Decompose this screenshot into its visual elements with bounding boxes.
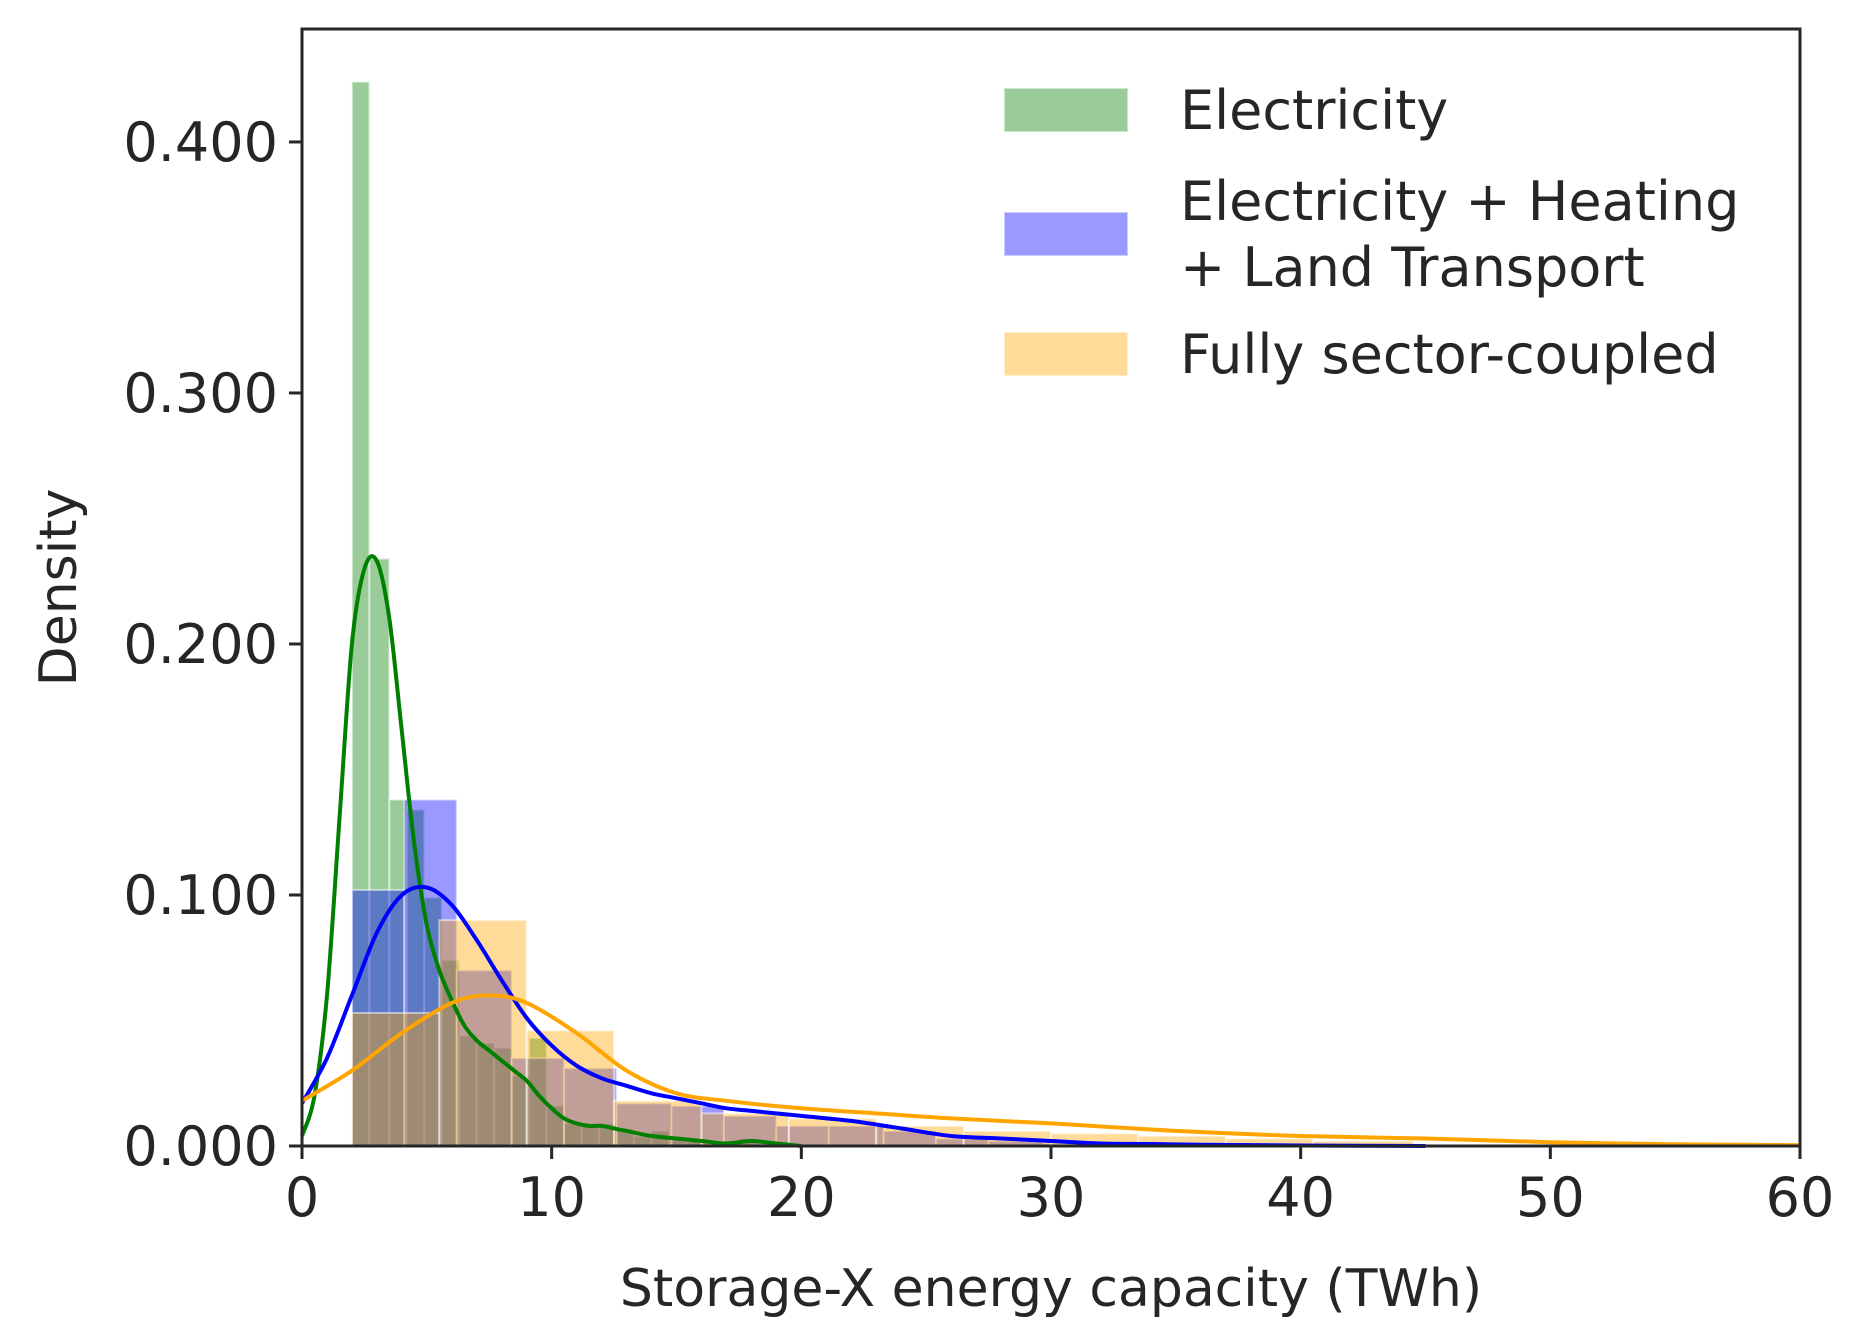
y-tick-label: 0.100 (123, 864, 278, 927)
x-tick-label: 10 (517, 1166, 586, 1229)
x-tick-label: 50 (1516, 1166, 1585, 1229)
x-tick-label: 20 (767, 1166, 836, 1229)
y-tick-label: 0.300 (123, 362, 278, 425)
x-tick-label: 0 (285, 1166, 319, 1229)
bar-2-2 (403, 798, 458, 1147)
legend-label-3: Fully sector-coupled (1180, 323, 1719, 386)
x-tick-label: 60 (1766, 1166, 1835, 1229)
kde-curves (300, 554, 1801, 1148)
y-tick-label: 0.000 (123, 1115, 278, 1178)
legend-swatch-1 (1003, 87, 1129, 133)
legend-swatch-2 (1003, 211, 1129, 257)
x-tick-label: 40 (1266, 1166, 1335, 1229)
y-tick-label: 0.200 (123, 613, 278, 676)
kde-line-3 (300, 993, 1801, 1148)
y-tick-label: 0.400 (123, 111, 278, 174)
legend-label-2: Electricity + Heating (1180, 170, 1739, 233)
legend: Electricity Electricity + Heating+ Land T… (1003, 79, 1739, 386)
kde-line-1 (300, 554, 802, 1148)
legend-label-1: Electricity (1180, 79, 1448, 142)
bar-2-4 (510, 1057, 566, 1148)
legend-label-2: + Land Transport (1180, 236, 1645, 299)
bar-3-2 (438, 919, 528, 1148)
axis-ticks: 0 10 20 30 40 50 60 0.000 0.100 0.200 0.300 0.400 (123, 111, 1834, 1229)
y-axis-label: Density (29, 489, 89, 687)
x-axis-label: Storage-X energy capacity (TWh) (620, 1259, 1482, 1319)
kde-line-2 (300, 884, 1426, 1148)
bar-3-3 (525, 1029, 616, 1147)
x-tick-label: 30 (1017, 1166, 1086, 1229)
legend-swatch-3 (1003, 331, 1129, 377)
bar-3-1 (350, 1011, 441, 1147)
